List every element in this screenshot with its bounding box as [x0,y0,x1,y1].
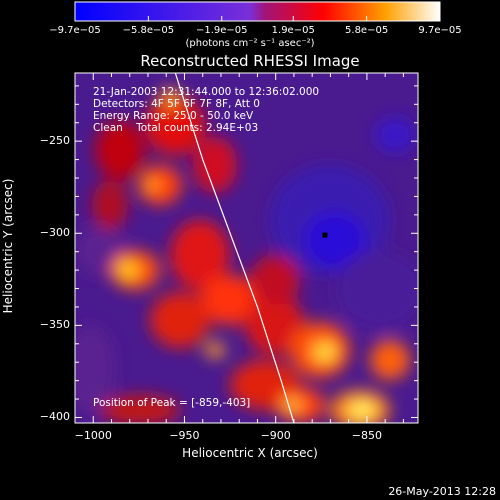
colorbar-svg [74,1,441,22]
annotation-energy: Energy Range: 25.0 - 50.0 keV [93,110,254,122]
heatmap [75,73,418,423]
colorbar-tick-label: −1.9e−05 [195,25,248,36]
x-tick-label: −950 [169,429,200,442]
annotation-detectors: Detectors: 4F 5F 6F 7F 8F, Att 0 [93,98,260,110]
annotation-method: Clean Total counts: 2.94E+03 [93,122,259,134]
x-tick-label: −900 [260,429,291,442]
y-tick-label: −350 [39,318,70,332]
x-tick-label: −850 [351,429,383,442]
y-tick-label: −250 [39,134,70,148]
colorbar [74,1,441,22]
heatmap-blobs [75,88,418,423]
x-axis-label: Heliocentric X (arcsec) [182,446,318,460]
colorbar-tick-label: −9.7e−05 [49,25,101,36]
colorbar-ticks [74,16,441,21]
footer-timestamp: 26-May-2013 12:28 [388,485,496,498]
annotation-peak: Position of Peak = [-859,-403] [93,397,251,409]
chart-title: Reconstructed RHESSI Image [140,52,360,70]
annotation-time-range: 21-Jan-2003 12:31:44.000 to 12:36:02.000 [93,86,320,98]
y-axis-label: Heliocentric Y (arcsec) [1,178,15,314]
colorbar-tick-label: −5.8e−05 [122,25,175,36]
colorbar-tick-label: 5.8e−05 [345,25,389,36]
colorbar-tick-label: 9.7e−05 [418,25,462,36]
axis-ticks [75,73,418,423]
y-tick-label: −300 [39,226,70,240]
plot-frame [74,72,419,424]
x-tick-label: −1000 [74,429,112,442]
minimum-marker [322,232,328,238]
colorbar-units-label: (photons cm⁻² s⁻¹ asec⁻²) [185,38,315,49]
solar-limb-curve [174,73,295,423]
colorbar-tick-label: 1.9e−05 [271,25,315,36]
y-tick-label: −400 [39,410,70,424]
